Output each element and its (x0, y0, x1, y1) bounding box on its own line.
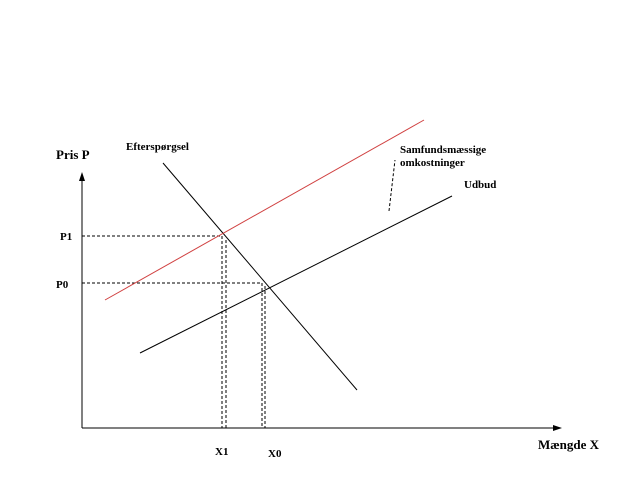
social-cost-label: Samfundsmæssige (400, 144, 486, 156)
y-arrow (79, 172, 85, 181)
x-arrow (553, 425, 562, 431)
supply-label: Udbud (464, 179, 496, 191)
y-axis-label: Pris P (56, 147, 90, 162)
guides (82, 159, 396, 428)
supply-curve (139, 195, 453, 354)
social-cost-curve (104, 119, 425, 301)
demand-label: Efterspørgsel (126, 141, 189, 153)
quantity-label: X1 (215, 446, 228, 458)
price-label: P0 (56, 279, 69, 291)
quantity-label: X0 (268, 448, 282, 460)
x-axis-label: Mængde X (538, 437, 600, 452)
axes (81, 178, 556, 429)
demand-curve (162, 162, 358, 391)
social-cost-label: omkostninger (400, 157, 465, 169)
price-label: P1 (60, 231, 72, 243)
leader-line (388, 159, 396, 212)
